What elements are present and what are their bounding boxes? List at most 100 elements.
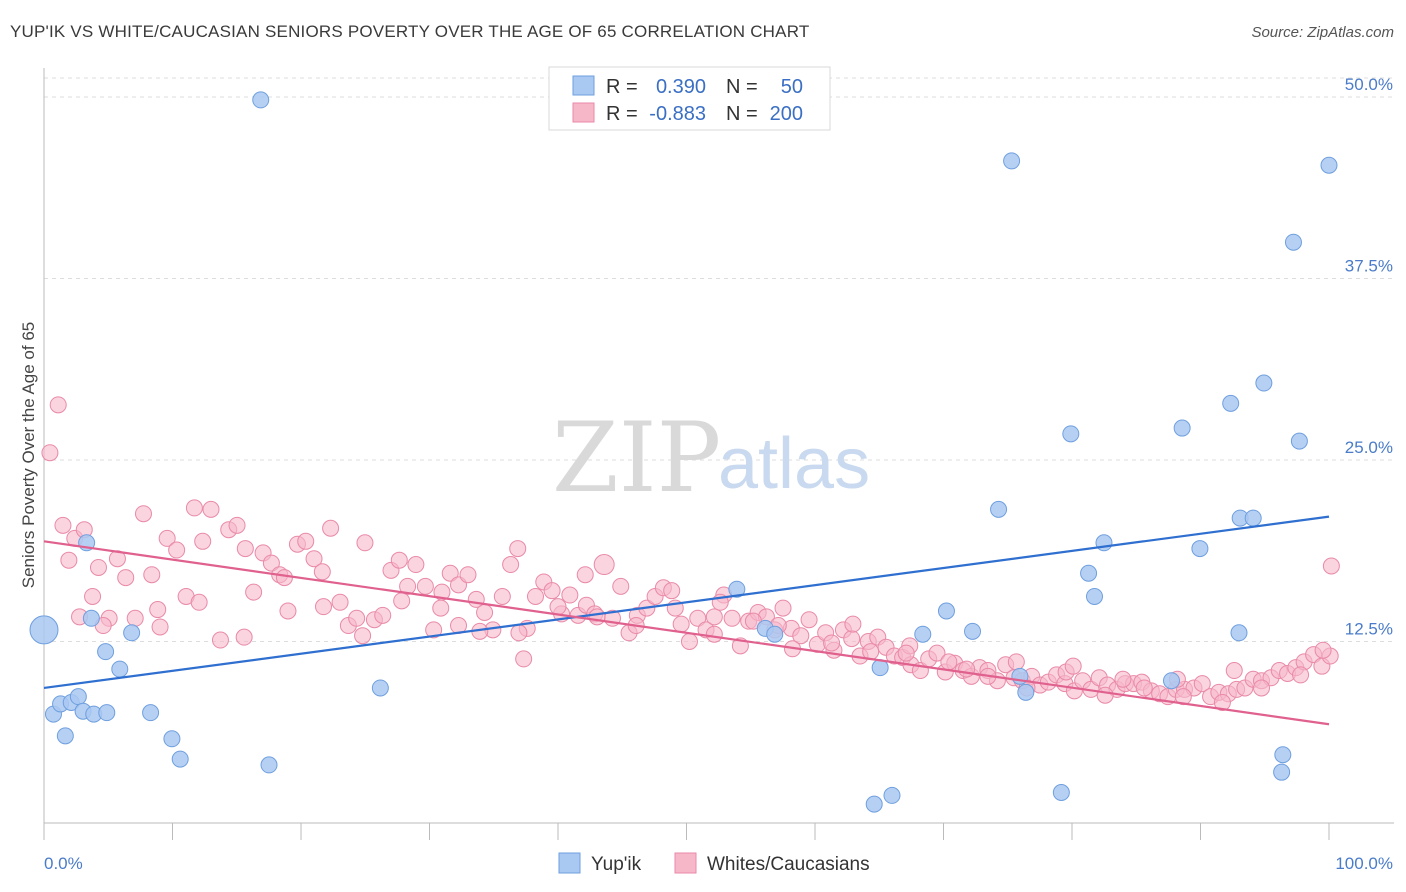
whites-point — [509, 540, 527, 558]
chart-source: Source: ZipAtlas.com — [1251, 24, 1394, 41]
whites-point — [1213, 693, 1231, 711]
watermark-atlas: atlas — [718, 424, 870, 504]
whites-point — [1096, 686, 1114, 704]
bottom-legend-swatch-whites — [674, 852, 697, 874]
whites-point — [236, 540, 254, 558]
yupik-point — [69, 688, 87, 706]
whites-point — [84, 587, 102, 605]
yupik-point — [1273, 763, 1291, 781]
legend-r-value-whites: -0.883 — [649, 103, 706, 125]
y-tick-label: 12.5% — [1345, 620, 1393, 639]
yupik-point — [82, 609, 100, 627]
whites-point — [348, 609, 366, 627]
whites-point — [476, 603, 494, 621]
whites-point — [194, 532, 212, 550]
chart-title: YUP'IK VS WHITE/CAUCASIAN SENIORS POVERT… — [10, 22, 810, 41]
whites-point — [526, 587, 544, 605]
whites-point — [1193, 675, 1211, 693]
yupik-point — [111, 660, 129, 678]
whites-point — [279, 602, 297, 620]
yupik-point — [865, 795, 883, 813]
whites-point — [940, 653, 958, 671]
top-legend: R = 0.390 N = 50 R = -0.883 N = 200 — [548, 66, 831, 131]
yupik-point — [1284, 233, 1302, 251]
whites-point — [680, 633, 698, 650]
whites-point — [689, 609, 707, 627]
yupik-point — [1162, 672, 1180, 690]
bottom-legend-label-yupik: Yup'ik — [591, 854, 642, 875]
whites-point — [117, 569, 135, 587]
whites-point — [41, 444, 59, 462]
points-layer — [29, 91, 1340, 813]
whites-point — [612, 577, 630, 595]
whites-point — [1225, 662, 1243, 680]
whites-point — [190, 593, 208, 611]
whites-point — [202, 500, 220, 518]
whites-point — [705, 625, 723, 643]
yupik-point — [1080, 564, 1098, 582]
whites-point — [49, 396, 67, 414]
whites-point — [928, 644, 946, 662]
yupik-point — [914, 625, 932, 643]
whites-point — [228, 516, 246, 534]
whites-point — [275, 569, 293, 587]
whites-point — [1292, 666, 1310, 684]
whites-point — [168, 541, 186, 559]
yupik-point — [1062, 425, 1080, 443]
yupik-point — [728, 580, 746, 598]
whites-point — [493, 587, 511, 605]
legend-swatch-whites — [572, 102, 595, 123]
whites-point — [502, 556, 520, 574]
whites-point — [407, 556, 425, 574]
whites-point — [158, 529, 176, 547]
y-tick-label: 50.0% — [1345, 75, 1393, 94]
whites-point — [1007, 653, 1025, 671]
whites-point — [399, 577, 417, 595]
whites-point — [897, 644, 915, 662]
whites-point — [432, 599, 450, 617]
watermark-zip: ZIP — [552, 402, 721, 514]
bottom-legend-label-whites: Whites/Caucasians — [707, 854, 870, 875]
whites-point — [510, 624, 528, 642]
whites-point — [1114, 670, 1132, 688]
y-axis-label: Seniors Poverty Over the Age of 65 — [19, 322, 38, 588]
legend-r-label-yupik: R = — [606, 76, 638, 98]
yupik-point — [1191, 540, 1209, 558]
whites-point — [663, 582, 681, 600]
whites-point — [89, 558, 107, 576]
yupik-point — [1052, 784, 1070, 802]
whites-point — [1252, 679, 1270, 697]
whites-point — [416, 577, 434, 595]
legend-n-label-yupik: N = — [726, 76, 758, 98]
yupik-point — [990, 500, 1008, 518]
yupik-point — [371, 679, 389, 697]
y-tick-label: 37.5% — [1345, 257, 1393, 276]
whites-point — [374, 606, 392, 624]
axes-layer: 12.5% 25.0% 37.5% 50.0% 0.0% 100.0% — [43, 68, 1394, 873]
whites-point — [60, 551, 78, 569]
whites-trend-line — [43, 540, 1330, 726]
whites-point — [515, 650, 533, 668]
whites-point — [134, 505, 152, 523]
x-tick-label-min: 0.0% — [44, 854, 83, 873]
whites-point — [672, 615, 690, 633]
whites-point — [561, 586, 579, 604]
whites-point — [313, 563, 331, 581]
whites-point — [425, 621, 443, 639]
whites-point — [459, 566, 477, 584]
whites-point — [143, 566, 161, 584]
yupik-point — [1173, 419, 1191, 437]
yupik-point — [1017, 683, 1035, 701]
whites-point — [800, 611, 818, 629]
whites-point — [958, 660, 976, 678]
whites-point — [705, 608, 723, 626]
yupik-point — [29, 615, 59, 645]
whites-point — [593, 554, 615, 576]
whites-point — [1314, 641, 1332, 659]
whites-point — [774, 599, 792, 617]
whites-point — [393, 592, 411, 610]
yupik-point — [1230, 624, 1248, 642]
legend-swatch-yupik — [572, 75, 595, 96]
yupik-point — [97, 643, 115, 661]
